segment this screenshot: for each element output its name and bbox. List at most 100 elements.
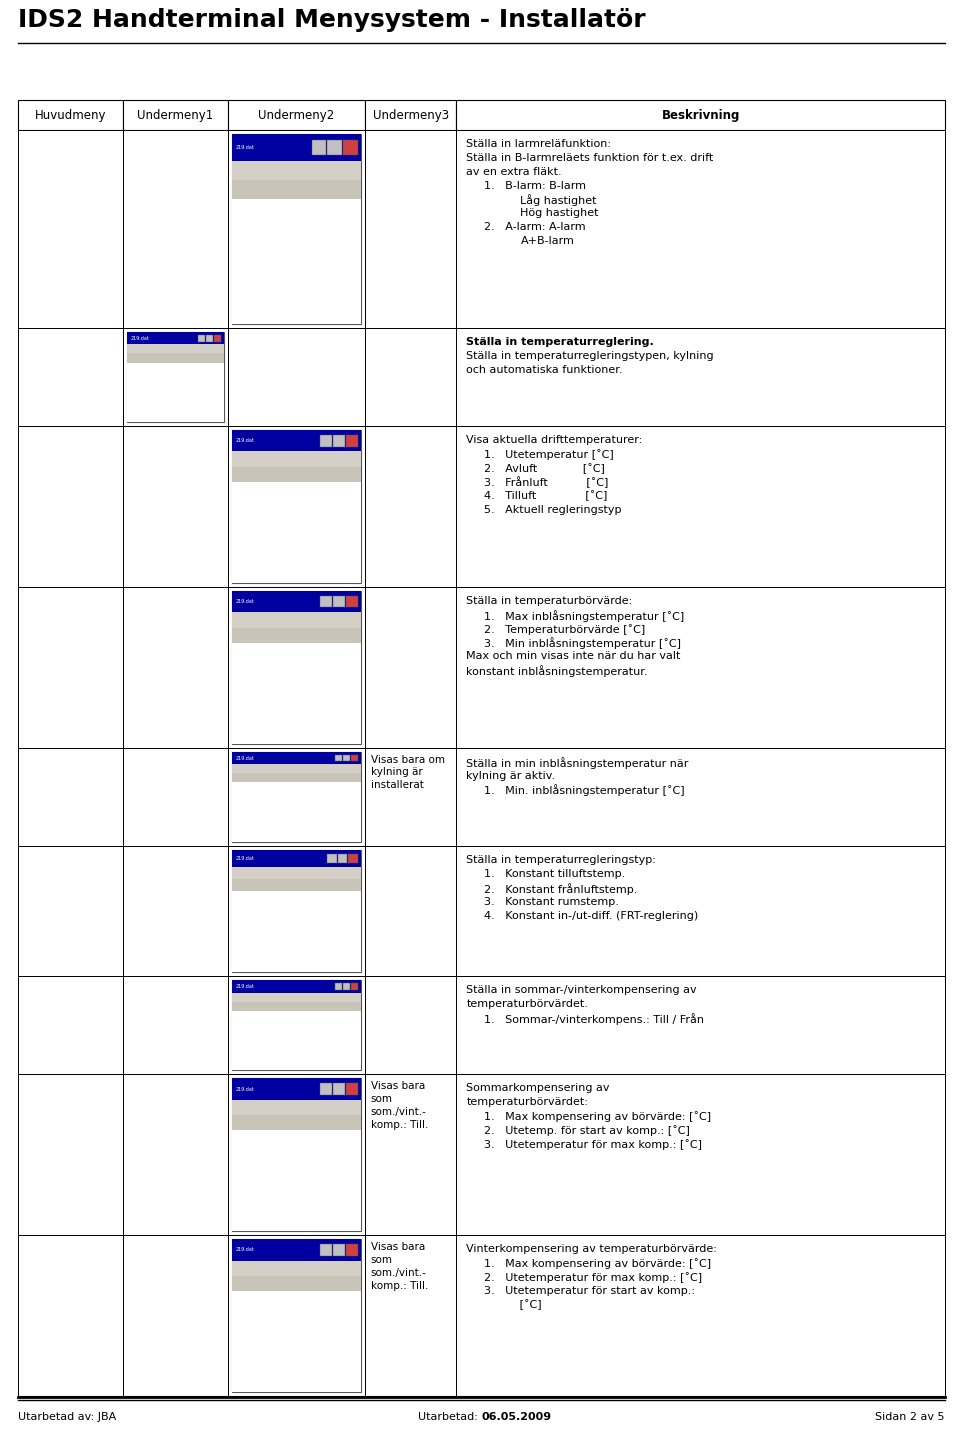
Bar xyxy=(231,161,361,180)
Bar xyxy=(205,335,212,342)
Bar xyxy=(333,1244,345,1255)
Bar xyxy=(365,587,456,748)
Bar xyxy=(231,482,361,582)
Bar xyxy=(123,748,228,846)
Bar xyxy=(335,755,342,762)
Text: 1.   B-larm: B-larm: 1. B-larm: B-larm xyxy=(485,181,587,191)
Bar xyxy=(338,854,348,863)
Bar xyxy=(231,180,361,198)
Text: IDS2 Handterminal Menysystem - Installatör: IDS2 Handterminal Menysystem - Installat… xyxy=(18,9,646,32)
Bar xyxy=(231,1114,361,1130)
Bar xyxy=(18,1074,123,1235)
Bar xyxy=(228,846,365,976)
Text: 3.   Utetemperatur för max komp.: [˚C]: 3. Utetemperatur för max komp.: [˚C] xyxy=(485,1139,703,1150)
Bar xyxy=(456,846,945,976)
Bar xyxy=(456,101,945,129)
Text: Visa aktuella drifttemperaturer:: Visa aktuella drifttemperaturer: xyxy=(467,436,643,446)
Bar xyxy=(18,748,123,846)
Bar xyxy=(327,139,342,155)
Bar xyxy=(231,591,361,743)
Bar xyxy=(231,752,361,765)
Bar xyxy=(123,129,228,328)
Bar xyxy=(18,587,123,748)
Bar xyxy=(231,774,361,782)
Text: 219.dat: 219.dat xyxy=(235,984,254,989)
Bar xyxy=(127,362,224,423)
Text: av en extra fläkt.: av en extra fläkt. xyxy=(467,167,563,177)
Bar xyxy=(346,1244,358,1255)
Bar xyxy=(333,1083,345,1094)
Text: Visas bara om
kylning är
installerat: Visas bara om kylning är installerat xyxy=(371,755,444,791)
Bar xyxy=(123,1235,228,1396)
Text: temperaturbörvärdet:: temperaturbörvärdet: xyxy=(467,1097,588,1107)
Bar xyxy=(365,976,456,1074)
Bar xyxy=(333,595,345,607)
Text: Ställa in B-larmreläets funktion för t.ex. drift: Ställa in B-larmreläets funktion för t.e… xyxy=(467,152,713,162)
Bar xyxy=(456,426,945,587)
Text: 1.   Sommar-/vinterkompens.: Till / Från: 1. Sommar-/vinterkompens.: Till / Från xyxy=(485,1012,705,1025)
Text: 2.   A-larm: A-larm: 2. A-larm: A-larm xyxy=(485,223,587,233)
Bar xyxy=(231,198,361,324)
Bar xyxy=(335,984,342,989)
Text: 1.   Konstant tilluftstemp.: 1. Konstant tilluftstemp. xyxy=(485,869,626,879)
Text: 3.   Utetemperatur för start av komp.:: 3. Utetemperatur för start av komp.: xyxy=(485,1286,695,1296)
Bar xyxy=(228,129,365,328)
Bar xyxy=(231,1261,361,1276)
Bar xyxy=(231,134,361,324)
Bar xyxy=(231,467,361,482)
Bar xyxy=(127,345,224,354)
Bar xyxy=(231,430,361,582)
Bar xyxy=(198,335,204,342)
Text: 06.05.2009: 06.05.2009 xyxy=(482,1412,552,1422)
Bar xyxy=(123,587,228,748)
Bar xyxy=(127,332,224,345)
Bar xyxy=(231,134,361,161)
Bar xyxy=(312,139,326,155)
Bar xyxy=(456,328,945,426)
Bar xyxy=(456,748,945,846)
Text: 2.   Utetemperatur för max komp.: [˚C]: 2. Utetemperatur för max komp.: [˚C] xyxy=(485,1273,703,1283)
Text: 2.   Avluft             [˚C]: 2. Avluft [˚C] xyxy=(485,463,606,473)
Text: Ställa in min inblåsningstemperatur när: Ställa in min inblåsningstemperatur när xyxy=(467,756,689,768)
Text: 1.   Utetemperatur [˚C]: 1. Utetemperatur [˚C] xyxy=(485,449,614,460)
Bar xyxy=(231,1130,361,1231)
Text: Ställa in temperaturreglering.: Ställa in temperaturreglering. xyxy=(467,336,654,347)
Text: konstant inblåsningstemperatur.: konstant inblåsningstemperatur. xyxy=(467,666,648,677)
Bar xyxy=(231,981,361,1070)
Bar xyxy=(365,426,456,587)
Bar xyxy=(231,892,361,972)
Bar xyxy=(231,1240,361,1392)
Bar xyxy=(127,354,224,362)
Text: Visas bara
som
som./vint.-
komp.: Till.: Visas bara som som./vint.- komp.: Till. xyxy=(371,1242,428,1290)
Bar xyxy=(231,1078,361,1231)
Bar xyxy=(365,846,456,976)
Text: Beskrivning: Beskrivning xyxy=(661,108,740,121)
Text: 5.   Aktuell regleringstyp: 5. Aktuell regleringstyp xyxy=(485,505,622,515)
Bar xyxy=(231,1011,361,1070)
Text: 3.   Frånluft           [˚C]: 3. Frånluft [˚C] xyxy=(485,477,609,489)
Text: 219.dat: 219.dat xyxy=(131,335,150,341)
Bar xyxy=(231,627,361,643)
Bar xyxy=(365,101,456,129)
Bar xyxy=(346,595,358,607)
Bar xyxy=(18,129,123,328)
Text: 219.dat: 219.dat xyxy=(235,1247,254,1252)
Bar xyxy=(456,129,945,328)
Text: 2.   Utetemp. för start av komp.: [˚C]: 2. Utetemp. för start av komp.: [˚C] xyxy=(485,1125,690,1136)
Bar xyxy=(213,335,221,342)
Bar xyxy=(231,591,361,613)
Text: Max och min visas inte när du har valt: Max och min visas inte när du har valt xyxy=(467,651,681,661)
Bar xyxy=(231,765,361,774)
Bar xyxy=(346,1083,358,1094)
Bar xyxy=(348,854,358,863)
Text: Utarbetad av: JBA: Utarbetad av: JBA xyxy=(18,1412,116,1422)
Bar xyxy=(365,1074,456,1235)
Text: 2.   Konstant frånluftstemp.: 2. Konstant frånluftstemp. xyxy=(485,883,637,894)
Text: Ställa in temperaturregleringstypen, kylning: Ställa in temperaturregleringstypen, kyl… xyxy=(467,351,714,361)
Text: 1.   Max inblåsningstemperatur [˚C]: 1. Max inblåsningstemperatur [˚C] xyxy=(485,610,684,621)
Bar xyxy=(228,976,365,1074)
Bar xyxy=(321,434,332,447)
Bar xyxy=(321,1244,332,1255)
Text: A+B-larm: A+B-larm xyxy=(520,236,574,246)
Bar xyxy=(343,755,349,762)
